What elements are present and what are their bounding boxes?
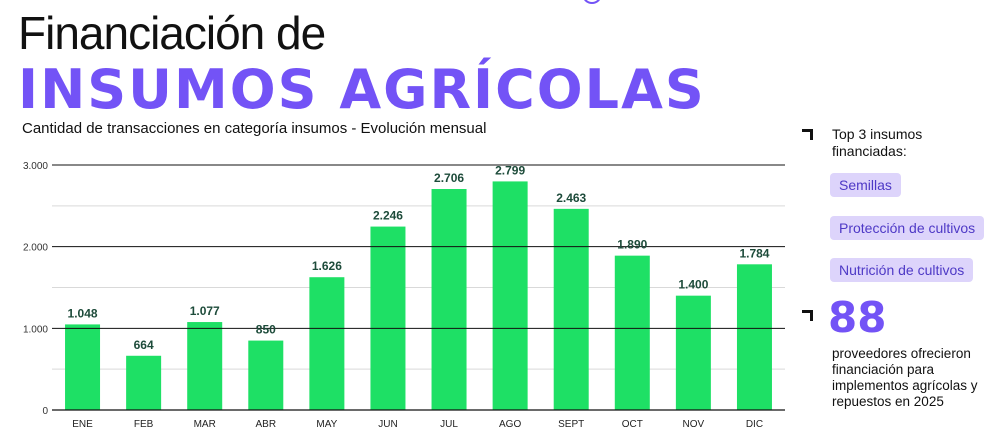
data-label: 1.048 [68,306,98,320]
y-tick-label: 1.000 [23,324,48,335]
y-tick-label: 0 [42,406,48,417]
data-label: 1.784 [739,246,769,260]
bar [431,189,467,410]
x-tick-label: NOV [683,419,705,430]
corner-mark-icon [802,310,813,321]
bar [65,324,101,410]
x-tick-label: ENE [72,419,93,430]
x-tick-label: ABR [256,419,277,430]
stat-number: 88 [828,293,887,342]
x-tick-label: DIC [746,419,763,430]
bar [187,322,223,410]
data-label: 1.626 [312,259,342,273]
page-title-line1: Financiación de [18,7,326,59]
x-tick-label: OCT [622,419,643,430]
page-title-line2: INSUMOS AGRÍCOLAS [18,58,706,121]
data-label: 2.246 [373,209,403,223]
bar [370,226,406,410]
data-label: 664 [134,338,154,352]
bar [736,264,772,410]
x-tick-label: AGO [499,419,521,430]
x-tick-label: FEB [134,419,154,430]
data-label: 1.077 [190,304,220,318]
bar [492,181,528,410]
corner-mark-icon [802,129,813,140]
data-label: 1.400 [678,278,708,292]
chart-subtitle: Cantidad de transacciones en categoría i… [22,120,487,137]
stat-description: proveedores ofrecieron financiación para… [832,346,978,409]
bar [553,208,589,410]
y-tick-label: 3.000 [23,161,48,172]
data-label: 2.463 [556,191,586,205]
bar [309,277,345,410]
x-tick-label: JUL [440,419,458,430]
bar [675,295,711,410]
data-label: 1.890 [617,238,647,252]
top3-label: Top 3 insumos financiadas: [832,126,923,159]
bar [126,355,162,410]
top3-item-proteccion: Protección de cultivos [830,216,985,240]
top3-item-semillas: Semillas [830,173,901,197]
y-tick-label: 2.000 [23,243,48,254]
x-tick-label: MAR [194,419,216,430]
x-tick-label: SEPT [558,419,584,430]
data-label: 2.799 [495,163,525,177]
data-label: 850 [256,323,276,337]
bar [248,340,284,410]
top3-item-nutricion: Nutrición de cultivos [830,258,974,282]
decorative-arc-icon [582,0,602,4]
bar [614,255,650,410]
x-tick-label: JUN [378,419,397,430]
bar-chart: 0 1.000 2.000 3.000 1.048 ENE 664 FEB 1.077 MAR 85… [23,161,785,430]
x-tick-label: MAY [316,419,337,430]
data-label: 2.706 [434,171,464,185]
